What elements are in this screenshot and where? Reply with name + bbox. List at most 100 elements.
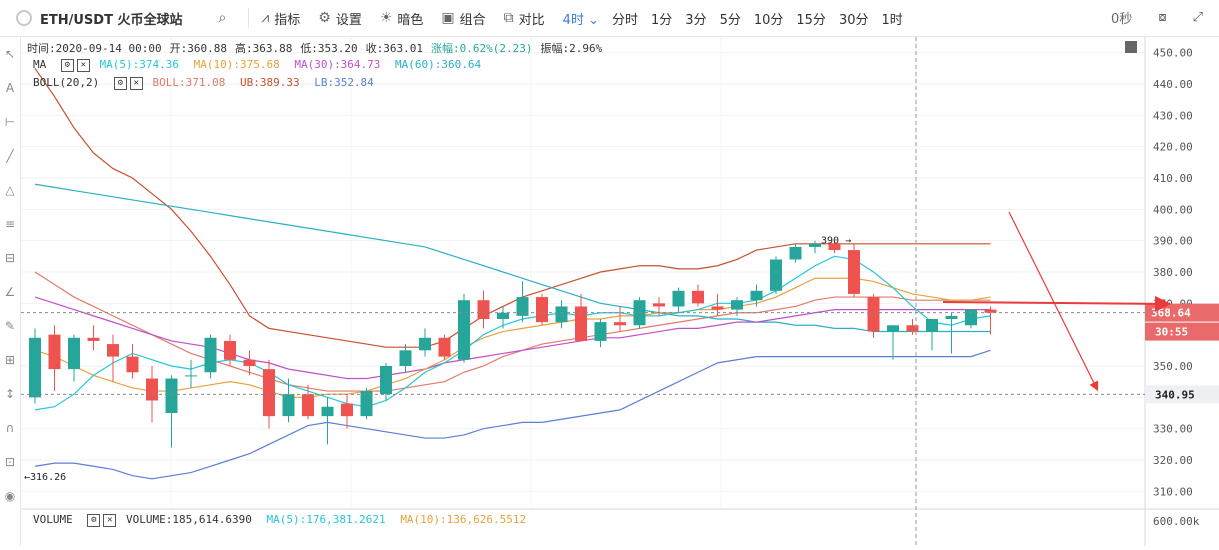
indicator-button[interactable]: ⩘ 指标 [261,9,300,28]
candle [516,281,529,323]
period-option[interactable]: 3分 [685,12,707,28]
candle [848,243,860,298]
gear-icon[interactable]: ⚙ [113,76,127,90]
candle-body [302,394,314,417]
parallel-lines-icon[interactable]: ≡ [4,217,16,231]
candle-body [672,290,685,307]
info-time: 时间:2020-09-14 00:00 [27,42,162,55]
candle [555,300,568,329]
period-dropdown[interactable]: 4时 ⌄ [563,9,599,28]
search-icon: ⌕ [218,10,227,26]
candle [438,334,451,360]
drawing-toolbar: ↖ A ⊢ ╱ △ ≡ ⊟ ∠ ✎ ⊞ ↕ ∩ ⊡ ◉ [0,37,21,546]
candle-body [29,337,41,398]
magnet-icon[interactable]: ∩ [5,421,15,435]
settings-label: 设置 [335,12,362,28]
period-option[interactable]: 5分 [719,12,741,28]
candle [87,325,100,351]
volume-ma5-value: MA(5):176,381.2621 [266,513,386,526]
candle [341,394,353,429]
candle-body [945,315,958,319]
ma-legend: MA ⚙ ✕ MA(5):374.36 MA(10):375.68 MA(30):… [33,58,489,72]
camera-icon[interactable]: ⧇ [1158,10,1167,25]
angle-icon[interactable]: ∠ [4,285,16,299]
gear-icon[interactable]: ⚙ [87,513,101,527]
countdown-tag [1145,322,1219,341]
horizontal-line-icon[interactable]: ⊢ [4,115,16,129]
period-option[interactable]: 30分 [838,12,869,28]
ma60-value: MA(60):360.64 [395,58,482,71]
candle-body [399,350,412,366]
candle [399,344,412,373]
candle-body [107,344,119,357]
price-tick-label: 380.00 [1153,266,1193,279]
candle-body [926,319,938,332]
candle [672,287,685,313]
candle-body [419,337,431,351]
period-option[interactable]: 1时 [881,12,903,28]
marked-price-label: 340.95 [1155,388,1195,401]
candle [906,319,919,335]
candle-body [750,290,763,301]
compare-button[interactable]: ⧉ 对比 [504,9,545,28]
chart-area[interactable]: 450.00 440.00 430.00 420.00 410.00 400.00 390.… [21,37,1219,546]
candle [770,256,782,294]
candle [360,387,373,420]
countdown-setting[interactable]: 0秒 [1111,12,1133,27]
price-tick-label: 320.00 [1153,454,1193,467]
symbol-selector[interactable]: ETH/USDT 火币全球站 [40,12,183,28]
lock-icon[interactable]: ⊡ [4,455,16,469]
candle-body [575,306,587,341]
boll-legend-name: BOLL(20,2) [33,76,100,89]
candle [204,334,217,379]
candle-body [516,297,529,316]
volume-tick-label: 600.00k [1153,515,1200,528]
candle [380,362,392,401]
fullscreen-icon[interactable]: ⤢ [1192,10,1203,25]
ruler-icon[interactable]: ⊞ [4,353,16,367]
countdown-label: 30:55 [1155,326,1188,339]
close-icon[interactable]: ✕ [103,513,117,527]
theme-button[interactable]: ☀ 暗色 [380,9,424,28]
measure-icon[interactable]: ↕ [4,387,16,401]
period-option[interactable]: 10分 [753,12,784,28]
candle-body [263,369,275,417]
candles [29,240,997,448]
compare-label: 对比 [518,12,545,28]
period-option[interactable]: 分时 [611,12,638,28]
candle [282,378,295,423]
text-icon[interactable]: A [5,81,15,95]
settings-button[interactable]: ⚙ 设置 [318,9,362,28]
price-chart[interactable]: 450.00 440.00 430.00 420.00 410.00 400.00 390.… [21,37,1219,546]
search-button[interactable]: ⌕ [218,10,226,26]
close-icon[interactable]: ✕ [76,58,90,72]
ma30-line [34,296,991,380]
period-active-label: 4时 [562,12,584,28]
boll-mid-line [34,271,991,392]
pencil-icon[interactable]: ✎ [4,319,16,333]
indicator-icon: ⩘ [261,10,270,26]
combo-button[interactable]: ▣ 组合 [441,9,485,28]
candle [809,240,821,254]
price-tick-label: 310.00 [1153,485,1193,498]
info-close: 收:363.01 [365,42,424,55]
candle [594,319,607,348]
fib-icon[interactable]: ⊟ [4,251,16,265]
period-option[interactable]: 1分 [651,12,673,28]
period-option[interactable]: 15分 [796,12,826,28]
candle-body [458,300,470,360]
candle [146,366,158,423]
compare-icon: ⧉ [503,10,514,26]
trend-line-icon[interactable]: ╱ [6,149,14,163]
candle-body [867,297,880,332]
indicator-lines [34,67,991,480]
eye-icon[interactable]: ◉ [4,489,16,503]
toolbar-divider [248,8,250,28]
cursor-icon[interactable]: ↖ [4,47,16,61]
price-tick-label: 390.00 [1153,235,1193,248]
triangle-icon[interactable]: △ [5,183,15,197]
gear-icon[interactable]: ⚙ [60,58,74,72]
close-icon[interactable]: ✕ [129,76,143,90]
candle-body [87,337,100,341]
price-tick-label: 450.00 [1153,47,1193,60]
